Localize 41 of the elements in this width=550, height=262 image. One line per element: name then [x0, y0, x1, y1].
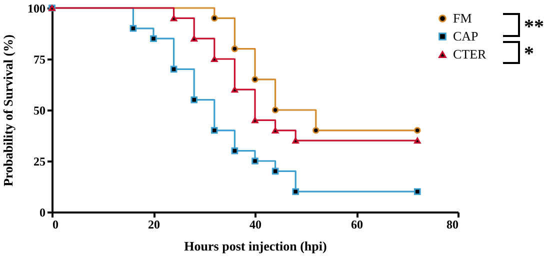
point [190, 96, 198, 104]
point [211, 56, 218, 62]
point [150, 35, 157, 42]
text: * [524, 43, 534, 65]
point [272, 127, 279, 134]
legend-label: CTER [453, 46, 487, 62]
point [414, 138, 421, 144]
legend-label: FM [453, 10, 472, 26]
y-tick-label: 50 [34, 104, 46, 118]
y-axis-title: Probability of Survival (%) [0, 34, 16, 186]
point [272, 106, 279, 114]
x-tick-label: 20 [148, 218, 160, 232]
legend-label: CAP [453, 28, 478, 44]
point [292, 188, 299, 195]
point [292, 138, 299, 144]
point [231, 86, 238, 93]
y-tick-label: 75 [34, 52, 46, 66]
point [231, 147, 238, 154]
point [211, 127, 218, 134]
y-tick-label: 0 [40, 206, 46, 220]
point [252, 76, 258, 83]
x-tick-label: 60 [351, 218, 363, 232]
x-tick-label: 0 [52, 218, 58, 232]
point [252, 117, 258, 124]
text: ** [524, 16, 544, 38]
x-tick-label: 40 [250, 218, 262, 232]
point [211, 14, 218, 22]
point [231, 45, 238, 52]
point [252, 158, 258, 164]
x-tick-label: 80 [446, 218, 458, 232]
x-axis-title: Hours post injection (hpi) [184, 238, 327, 254]
point [414, 127, 421, 134]
y-tick-label: 100 [28, 2, 46, 16]
point [190, 36, 198, 42]
point [130, 25, 137, 32]
point [312, 127, 320, 134]
point [170, 15, 178, 22]
point [170, 66, 178, 73]
point [414, 188, 421, 195]
point [272, 168, 279, 175]
y-tick-label: 25 [34, 154, 46, 168]
